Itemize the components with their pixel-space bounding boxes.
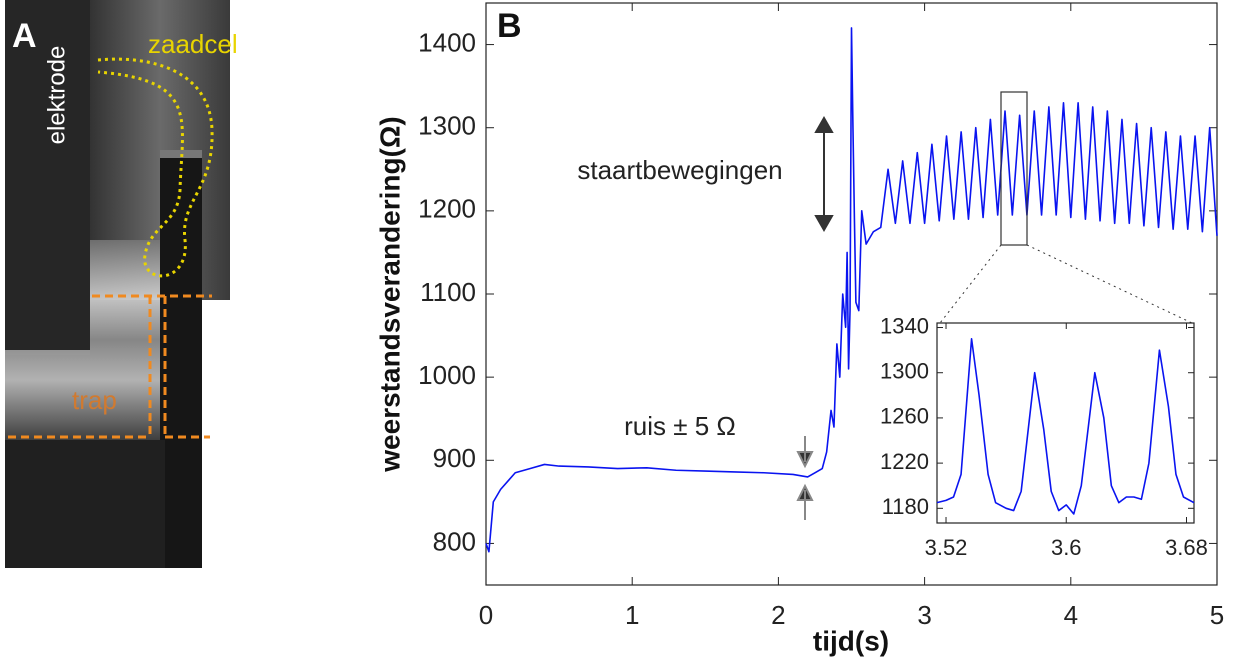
y-tick-label: 1180 (882, 494, 929, 519)
zoom-box (1000, 91, 1028, 246)
x-tick-label: 2 (771, 600, 785, 630)
electrode-label: elektrode (247, 439, 274, 538)
zoom-lines (939, 244, 1193, 324)
y-tick-label: 1300 (880, 359, 929, 384)
y-tick-label: 800 (433, 526, 476, 556)
x-tick-label: 3.6 (1051, 535, 1082, 560)
inset-frame (936, 322, 1195, 524)
x-tick-label: 1 (625, 600, 639, 630)
inset-plot: 1180 1220 1260 1300 1340 3.52 3.6 3.68 (880, 313, 1208, 559)
y-tick-label: 900 (433, 443, 476, 473)
micrograph (5, 0, 230, 568)
y-tick-label: 1300 (418, 111, 476, 141)
y-tick-label: 1340 (880, 313, 929, 338)
x-axis-label: tijd(s) (813, 625, 889, 656)
x-tick-label: 4 (1064, 600, 1078, 630)
y-tick-label: 1200 (418, 194, 476, 224)
data-line (485, 27, 1218, 553)
x-tick-label: 3.52 (925, 535, 968, 560)
data-line (936, 338, 1195, 515)
trap-label: trap (72, 385, 117, 415)
cell-outline (97, 57, 214, 278)
panel-label: B (497, 7, 522, 45)
annotation: staartbewegingen (577, 155, 782, 185)
y-tick-label: 1400 (418, 27, 476, 57)
x-tick-label: 0 (479, 600, 493, 630)
main-plot: 800 900 1000 1100 1200 1300 1400 0 1 2 3 4 5 (418, 3, 1224, 630)
electrode-label: elektrode (43, 46, 70, 145)
y-tick-label: 1260 (880, 404, 929, 429)
x-tick-label: 5 (1210, 600, 1224, 630)
x-tick-label: 3 (917, 600, 931, 630)
y-axis-label: weerstandsverandering(Ω) (374, 116, 405, 472)
annotation: ruis ± 5 Ω (624, 411, 736, 441)
cell-label: zaadcel (148, 29, 238, 59)
trap-outline (8, 294, 212, 439)
panel-label: A (12, 17, 37, 55)
y-tick-label: 1000 (418, 360, 476, 390)
y-tick-label: 1220 (880, 449, 929, 474)
x-tick-label: 3.68 (1165, 535, 1208, 560)
double-arrow (814, 115, 834, 233)
noise-arrows (796, 436, 814, 520)
y-tick-label: 1100 (420, 277, 476, 307)
